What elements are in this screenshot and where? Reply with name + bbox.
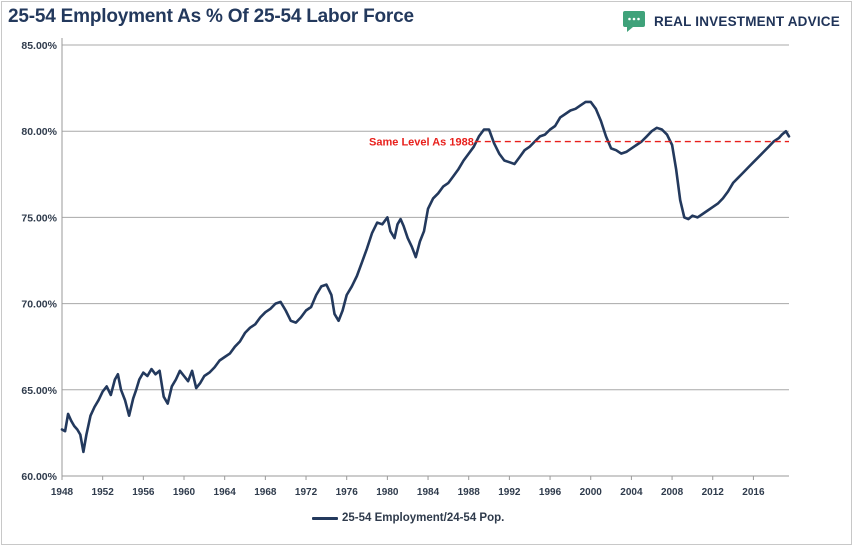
x-tick-label: 1984 [417, 487, 440, 498]
legend-label: 25-54 Employment/24-54 Pop. [342, 512, 505, 524]
x-tick-label: 2012 [702, 487, 725, 498]
y-tick-label: 80.00% [21, 126, 57, 138]
x-tick-label: 1948 [51, 487, 74, 498]
x-tick-label: 1960 [173, 487, 196, 498]
x-tick-label: 1968 [254, 487, 277, 498]
y-tick-label: 65.00% [21, 385, 57, 397]
x-tick-label: 2000 [580, 487, 603, 498]
legend-swatch [312, 516, 338, 520]
x-tick-label: 1988 [458, 487, 481, 498]
x-tick-label: 1956 [132, 487, 155, 498]
y-tick-label: 75.00% [21, 212, 57, 224]
x-tick-label: 1964 [214, 487, 237, 498]
y-tick-label: 70.00% [21, 299, 57, 311]
x-tick-label: 2008 [661, 487, 684, 498]
brand-name: REAL INVESTMENT ADVICE [654, 13, 840, 29]
x-tick-label: 2004 [620, 487, 643, 498]
y-tick-label: 60.00% [21, 471, 57, 483]
brand-logo: REAL INVESTMENT ADVICE [622, 9, 840, 33]
x-tick-label: 1976 [336, 487, 359, 498]
reference-annotation: Same Level As 1988 [369, 137, 474, 149]
x-tick-label: 1980 [376, 487, 399, 498]
series-layer [60, 100, 791, 454]
series-line [60, 100, 791, 454]
x-tick-label: 1972 [295, 487, 318, 498]
legend: 25-54 Employment/24-54 Pop. [312, 512, 504, 524]
x-tick-label: 1992 [498, 487, 521, 498]
x-tick-labels: 1948 1952 1956 1960 1964 1968 1972 1976 1980 1984… [51, 476, 765, 498]
y-tick-labels: 60.00% 65.00% 70.00% 75.00% 80.00% 85.00% [21, 40, 57, 483]
x-tick-label: 1996 [539, 487, 562, 498]
x-tick-label: 2016 [742, 487, 765, 498]
y-tick-label: 85.00% [21, 40, 57, 52]
chart-title: 25-54 Employment As % Of 25-54 Labor For… [8, 6, 414, 27]
x-tick-label: 1952 [92, 487, 115, 498]
chat-bubble-icon [623, 11, 645, 32]
